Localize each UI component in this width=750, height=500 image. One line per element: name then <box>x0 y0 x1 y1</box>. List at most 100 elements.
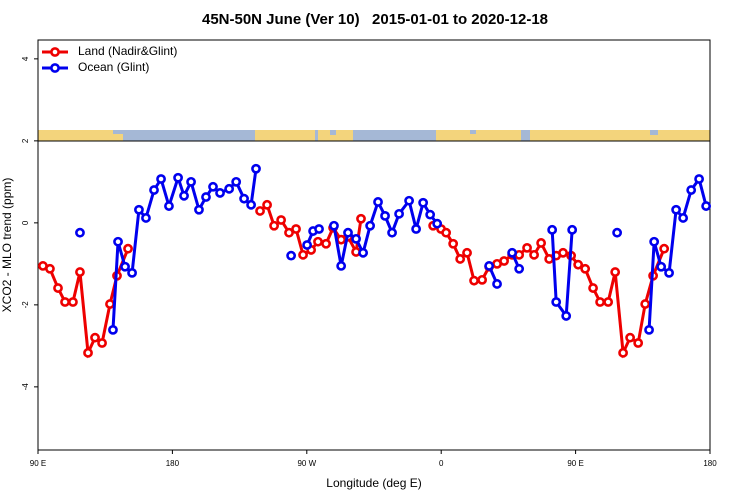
point <box>255 206 265 216</box>
point <box>656 261 667 272</box>
x-tick-label: 90 W <box>297 459 316 468</box>
y-tick-label: 2 <box>21 138 30 143</box>
point <box>694 174 704 184</box>
point <box>83 347 93 358</box>
x-tick-label: 0 <box>439 459 444 468</box>
point <box>224 183 235 194</box>
y-tick-label: -4 <box>21 383 30 391</box>
point <box>269 220 279 231</box>
point <box>351 233 361 244</box>
point <box>580 263 591 274</box>
point <box>75 227 85 238</box>
point <box>358 247 368 258</box>
point <box>418 197 429 208</box>
point <box>108 324 118 335</box>
point <box>53 283 63 293</box>
point <box>239 193 249 204</box>
x-tick-label: 180 <box>703 459 717 468</box>
point <box>291 224 301 234</box>
y-axis-label: XCO2 - MLO trend (ppm) <box>0 178 14 313</box>
point <box>536 238 547 248</box>
point <box>558 247 568 258</box>
point <box>231 176 242 187</box>
point <box>547 224 558 235</box>
point <box>141 213 151 223</box>
point <box>380 210 390 221</box>
point <box>477 274 488 285</box>
point <box>194 204 204 215</box>
point <box>387 227 397 238</box>
point <box>336 261 347 271</box>
point <box>404 195 414 206</box>
point <box>314 224 324 234</box>
point <box>522 242 532 253</box>
point <box>313 236 323 247</box>
point <box>179 190 189 201</box>
point <box>595 297 605 307</box>
point <box>567 224 578 235</box>
point <box>573 259 584 270</box>
point <box>156 174 166 184</box>
x-tick-label: 90 E <box>567 459 583 468</box>
point <box>302 240 312 250</box>
point <box>208 181 218 192</box>
point <box>343 227 353 238</box>
point <box>45 263 55 274</box>
point <box>671 204 682 215</box>
point <box>149 185 159 195</box>
point <box>469 275 479 286</box>
point <box>329 220 339 231</box>
point <box>625 332 636 343</box>
legend-label: Ocean (Glint) <box>78 60 149 74</box>
point <box>365 220 376 231</box>
map-strip <box>38 130 710 141</box>
point <box>134 204 144 215</box>
x-axis-label: Longitude (deg E) <box>326 476 421 490</box>
plot-frame <box>37 39 711 451</box>
point <box>321 238 331 249</box>
point <box>186 176 196 187</box>
point <box>701 201 712 211</box>
y-tick-label: 0 <box>21 220 30 225</box>
point <box>644 324 654 335</box>
point <box>484 261 495 271</box>
point <box>659 243 670 254</box>
point <box>425 209 436 220</box>
point <box>649 236 660 247</box>
point <box>68 297 78 307</box>
point <box>612 227 623 238</box>
chart-title: 45N-50N June (Ver 10) 2015-01-01 to 2020… <box>202 11 548 28</box>
point <box>251 163 261 174</box>
point <box>499 256 509 266</box>
x-tick-label: 90 E <box>30 459 46 468</box>
point <box>514 263 525 274</box>
point <box>529 249 539 260</box>
point <box>75 267 85 277</box>
point <box>394 208 404 219</box>
legend-marker <box>50 47 60 57</box>
point <box>373 197 383 207</box>
point <box>90 332 100 343</box>
point <box>441 227 452 238</box>
point <box>455 254 466 264</box>
point <box>120 261 130 272</box>
point <box>678 213 689 223</box>
point <box>201 192 211 202</box>
point <box>551 297 562 307</box>
point <box>561 311 572 321</box>
point <box>356 213 366 224</box>
point <box>610 267 621 277</box>
point <box>276 215 287 225</box>
point <box>603 297 614 307</box>
point <box>286 250 297 261</box>
point <box>448 238 459 249</box>
point <box>262 199 272 210</box>
point <box>173 172 183 183</box>
point <box>60 297 70 307</box>
point <box>113 236 123 247</box>
point <box>215 188 225 198</box>
point <box>462 247 472 258</box>
point <box>507 247 518 258</box>
point <box>127 267 137 278</box>
